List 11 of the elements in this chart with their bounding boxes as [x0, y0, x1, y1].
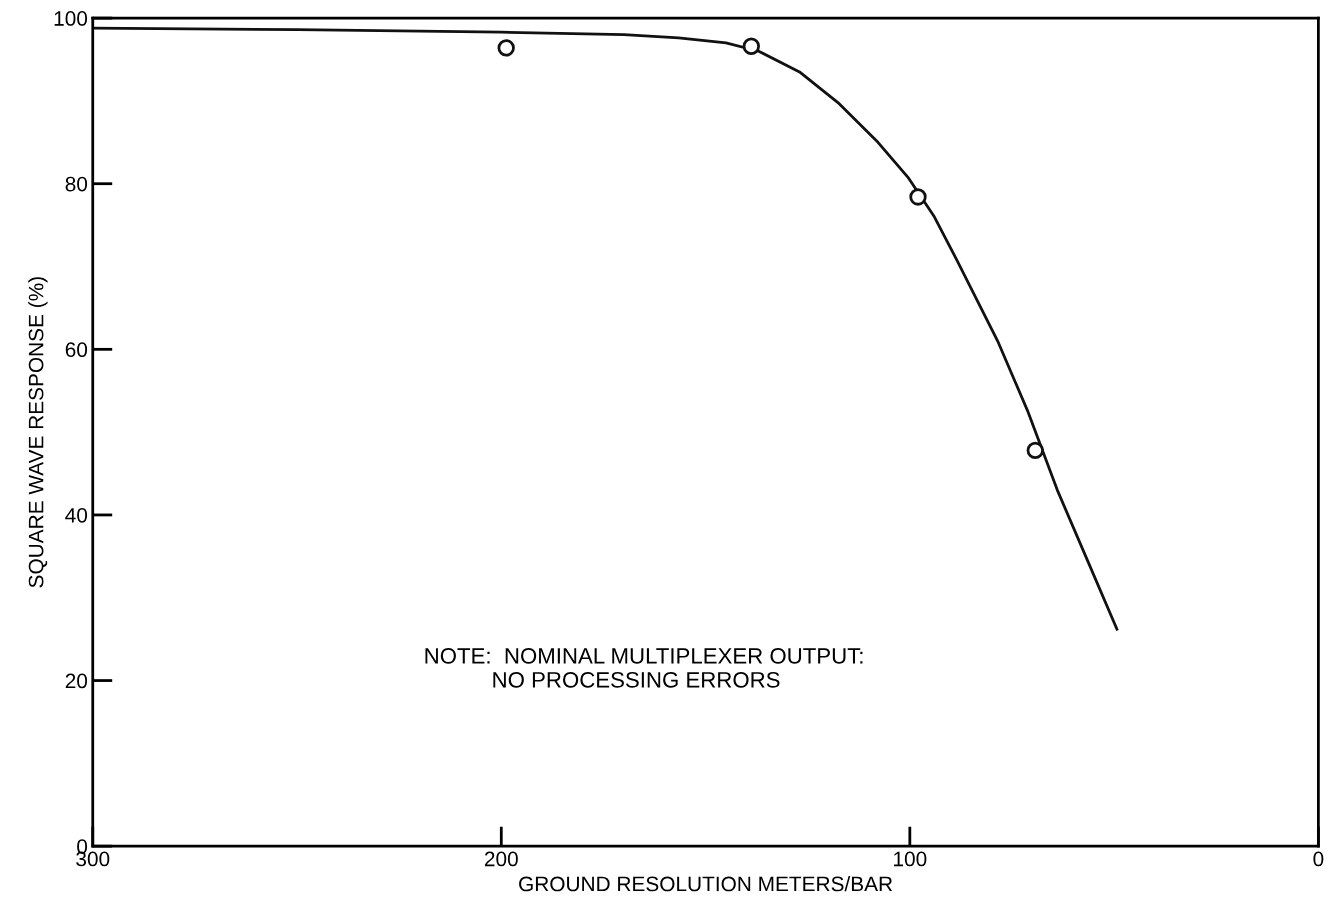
- x-tick-label: 0: [1313, 851, 1324, 867]
- y-tick-label: 40: [65, 507, 88, 523]
- y-tick-label: 100: [54, 11, 88, 26]
- x-axis-title: GROUND RESOLUTION METERS/BAR: [519, 876, 893, 892]
- x-tick-label: 100: [894, 851, 927, 867]
- x-tick-label: 200: [484, 851, 518, 867]
- y-axis-title: SQUARE WAVE RESPONSE (%): [28, 277, 48, 588]
- y-tick-label: 60: [65, 342, 88, 358]
- y-tick-label: 80: [65, 176, 88, 192]
- y-tick-label: 20: [65, 673, 88, 689]
- annotation: NOTE: NOMINAL MULTIPLEXER OUTPUT: NO PROCESSING ERRORS: [425, 648, 863, 688]
